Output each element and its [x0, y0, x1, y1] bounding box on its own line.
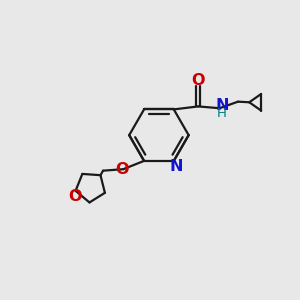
Text: O: O	[115, 162, 129, 177]
Text: H: H	[217, 107, 227, 120]
Text: N: N	[170, 159, 184, 174]
Text: N: N	[215, 98, 229, 113]
Text: O: O	[68, 189, 82, 204]
Text: O: O	[191, 74, 205, 88]
